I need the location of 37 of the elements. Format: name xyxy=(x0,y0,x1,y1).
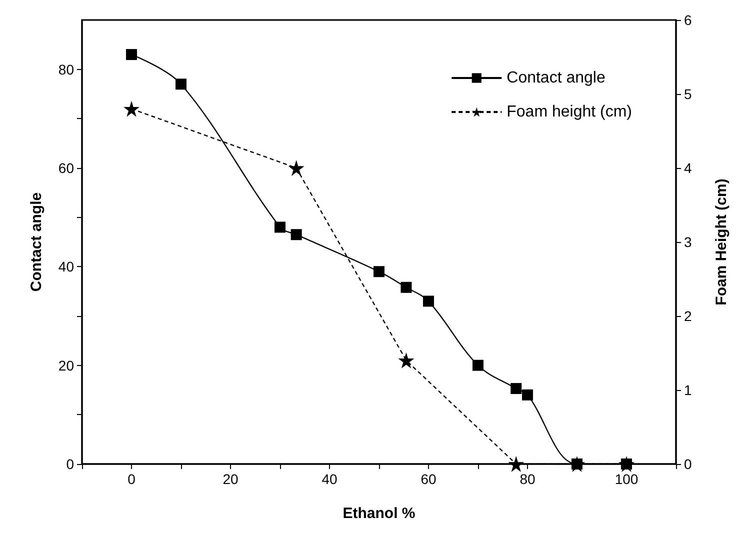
y-tick-label: 60 xyxy=(58,160,74,176)
y-tick-label: 80 xyxy=(58,61,74,78)
y2-axis-title: Foam Height (cm) xyxy=(713,178,730,306)
legend-label: Contact angle xyxy=(506,70,606,86)
y2-tick-label: 6 xyxy=(684,12,692,28)
point xyxy=(374,266,384,278)
x-tick-label: 60 xyxy=(420,471,436,487)
x-tick-label: 40 xyxy=(322,471,338,487)
point xyxy=(398,352,414,368)
point xyxy=(400,282,412,293)
point xyxy=(508,456,524,472)
x-tick-label: 0 xyxy=(128,471,136,487)
point xyxy=(472,360,484,371)
y-axis-title: Contact angle xyxy=(28,192,45,292)
y2-tick-label: 1 xyxy=(684,382,692,398)
legend-label: Foam height (cm) xyxy=(506,104,632,120)
x-tick-label: 20 xyxy=(222,471,238,487)
point xyxy=(274,222,286,233)
y-tick-label: 20 xyxy=(58,357,74,374)
point xyxy=(290,229,302,240)
y-tick-label: 40 xyxy=(58,258,74,275)
point xyxy=(522,389,533,400)
y2-tick-label: 5 xyxy=(684,86,692,102)
y2-tick-label: 4 xyxy=(684,160,692,176)
y-tick-label: 0 xyxy=(66,456,74,472)
x-axis-title: Ethanol % xyxy=(342,505,416,522)
y2-tick-label: 0 xyxy=(684,456,692,472)
point xyxy=(126,49,137,60)
point xyxy=(288,160,304,176)
point xyxy=(510,383,522,394)
point xyxy=(124,100,140,117)
point xyxy=(423,296,434,307)
point xyxy=(176,78,186,90)
y2-tick-label: 3 xyxy=(684,234,692,250)
x-tick-label: 100 xyxy=(614,471,638,487)
y2-tick-label: 2 xyxy=(684,308,692,324)
x-tick-label: 80 xyxy=(520,471,536,487)
